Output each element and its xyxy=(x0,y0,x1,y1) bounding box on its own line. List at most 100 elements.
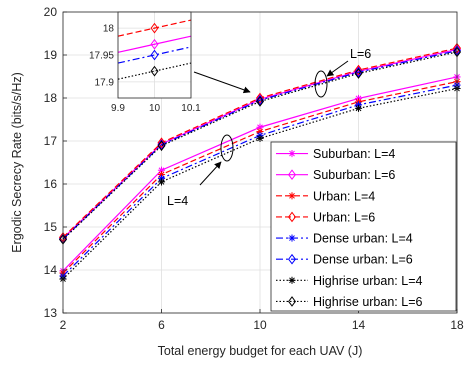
x-tick-label: 2 xyxy=(60,318,67,332)
x-tick-label: 14 xyxy=(352,318,366,332)
data-point xyxy=(354,64,363,76)
annotation-l6: L=6 xyxy=(314,47,371,98)
marker-stroke xyxy=(257,124,263,131)
legend-entry: Suburban: L=4 xyxy=(276,147,395,161)
inset-series-layer xyxy=(117,19,192,80)
legend-marker xyxy=(288,192,296,200)
arrow-l4 xyxy=(199,161,222,186)
marker-stroke xyxy=(158,178,165,185)
series-3 xyxy=(59,42,461,243)
data-point xyxy=(256,94,264,106)
legend-marker xyxy=(288,149,296,158)
annotation-text-l6: L=6 xyxy=(350,47,371,61)
legend-entry: Urban: L=4 xyxy=(276,189,375,203)
y-tick-label: 18 xyxy=(44,91,58,105)
inset-x-tick-label: 9.9 xyxy=(111,103,125,114)
legend-entry: Highrise urban: L=4 xyxy=(276,274,422,288)
x-axis-label: Total energy budget for each UAV (J) xyxy=(158,344,363,358)
data-point xyxy=(354,104,363,112)
annotation-text-l4: L=4 xyxy=(167,194,188,208)
inset-zoom: 9.9 10 10.1 17.9 17.95 18 xyxy=(89,11,201,114)
marker-stroke xyxy=(158,167,165,174)
x-tick-label: 10 xyxy=(253,318,267,332)
legend-marker xyxy=(288,296,296,307)
data-point xyxy=(256,96,264,107)
inset-data-point xyxy=(150,49,159,61)
legend-entry: Dense urban: L=6 xyxy=(276,253,413,267)
y-axis: 13 14 15 16 17 18 19 20 xyxy=(44,5,67,320)
data-point xyxy=(157,138,166,150)
arrow-l6 xyxy=(326,60,349,77)
y-tick-label: 16 xyxy=(44,177,58,191)
inset-series-line xyxy=(117,46,192,64)
inset-y-tick-label: 17.95 xyxy=(89,51,114,62)
inset-data-point xyxy=(150,65,159,77)
legend-label: Highrise urban: L=4 xyxy=(313,274,422,288)
inset-y-tick-label: 18 xyxy=(103,24,115,35)
legend-entry: Urban: L=6 xyxy=(276,210,375,224)
legend-entry: Highrise urban: L=6 xyxy=(276,295,422,309)
y-axis-label: Ergodic Secrecy Rate (bits/s/Hz) xyxy=(10,72,24,253)
x-tick-label: 6 xyxy=(158,318,165,332)
data-point xyxy=(256,134,264,143)
inset-series-1 xyxy=(117,19,192,37)
series-line xyxy=(62,47,458,238)
legend-label: Dense urban: L=4 xyxy=(313,232,413,246)
inset-data-point xyxy=(150,22,159,34)
ellipse-l6 xyxy=(314,70,328,98)
inset-series-line xyxy=(117,19,192,37)
x-tick-label: 18 xyxy=(450,318,464,332)
legend-marker xyxy=(288,169,296,181)
marker-stroke xyxy=(289,192,295,199)
marker-stroke xyxy=(289,277,295,284)
y-tick-label: 19 xyxy=(44,48,58,62)
data-point xyxy=(354,66,363,77)
legend-label: Suburban: L=4 xyxy=(313,147,395,161)
inset-ticks: 9.9 10 10.1 17.9 17.95 18 xyxy=(89,24,201,114)
legend-label: Highrise urban: L=6 xyxy=(313,295,422,309)
inset-series-0 xyxy=(117,35,192,53)
legend-marker xyxy=(288,234,296,242)
legend-marker xyxy=(288,211,296,223)
legend-marker xyxy=(288,276,296,284)
legend-box xyxy=(270,141,457,312)
legend-entry: Suburban: L=6 xyxy=(276,168,395,182)
marker-stroke xyxy=(355,105,362,112)
legend-label: Urban: L=4 xyxy=(313,189,375,203)
data-point xyxy=(157,140,166,152)
x-axis: 2 6 10 14 18 xyxy=(60,309,464,332)
inset-series-line xyxy=(117,35,192,53)
legend-entry: Dense urban: L=4 xyxy=(276,232,413,246)
legend-label: Dense urban: L=6 xyxy=(313,253,413,267)
y-tick-label: 14 xyxy=(44,263,58,277)
legend: Suburban: L=4 Suburban: L=6 Urban: L=4 Urba… xyxy=(270,141,457,312)
legend-marker xyxy=(288,253,296,265)
inset-pointer-arrow xyxy=(193,71,251,94)
data-point xyxy=(354,68,363,79)
data-point xyxy=(354,66,363,78)
inset-series-2 xyxy=(117,46,192,64)
data-point xyxy=(157,137,166,149)
ellipse-l4 xyxy=(220,134,234,162)
inset-y-tick-label: 17.9 xyxy=(95,77,115,88)
marker-stroke xyxy=(257,135,263,142)
data-point xyxy=(256,92,264,104)
data-point xyxy=(157,139,166,151)
annotation-l4: L=4 xyxy=(167,134,234,208)
y-tick-label: 13 xyxy=(44,306,58,320)
inset-data-point xyxy=(150,38,159,50)
y-tick-label: 17 xyxy=(44,134,58,148)
inset-series-3 xyxy=(117,62,192,80)
inset-box xyxy=(117,11,192,99)
legend-label: Suburban: L=6 xyxy=(313,168,395,182)
marker-stroke xyxy=(289,150,295,157)
y-tick-label: 20 xyxy=(44,5,58,19)
data-point xyxy=(157,178,166,186)
series-line xyxy=(62,48,458,239)
inset-x-tick-label: 10 xyxy=(149,103,161,114)
data-point xyxy=(157,166,166,174)
legend-label: Urban: L=6 xyxy=(313,210,375,224)
y-tick-label: 15 xyxy=(44,220,58,234)
inset-x-tick-label: 10.1 xyxy=(181,103,201,114)
